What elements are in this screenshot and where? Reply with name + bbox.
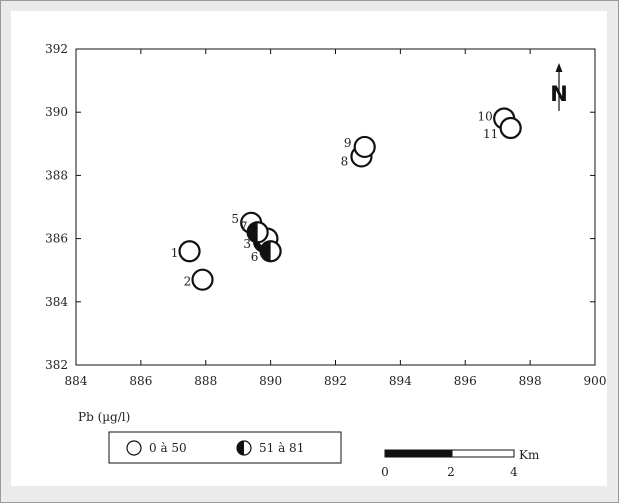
point-label: 3 xyxy=(243,237,251,251)
north-arrow-icon: N xyxy=(550,63,568,111)
point-half-fill xyxy=(247,222,258,243)
point-label: 9 xyxy=(344,136,352,150)
legend-entry-1: 51 à 81 xyxy=(259,441,304,455)
x-tick-label: 892 xyxy=(324,374,347,388)
x-tick-label: 886 xyxy=(129,374,152,388)
point-label: 6 xyxy=(251,250,259,264)
point-marker xyxy=(178,240,201,263)
point-marker xyxy=(353,135,376,159)
y-tick-label: 388 xyxy=(45,168,68,182)
point-marker xyxy=(191,268,214,291)
y-tick-label: 392 xyxy=(45,42,68,56)
scale-tick-0: 0 xyxy=(381,465,389,479)
point-label: 5 xyxy=(231,212,239,226)
plot-axes xyxy=(75,48,596,366)
x-tick-label: 888 xyxy=(194,374,217,388)
y-tick-label: 384 xyxy=(45,295,68,309)
point-label: 10 xyxy=(478,110,493,124)
y-tick-label: 390 xyxy=(45,105,68,119)
north-label: N xyxy=(550,82,568,106)
scatter-chart: 884 886 888 890 892 894 896 898 900 382384386388… xyxy=(45,42,607,479)
scale-bar: 0 2 4 Km xyxy=(381,448,540,479)
legend-half-fill xyxy=(237,441,244,455)
scale-tick-4: 4 xyxy=(510,465,518,479)
scale-unit: Km xyxy=(519,448,540,462)
point-label: 2 xyxy=(184,275,192,289)
scale-tick-2: 2 xyxy=(447,465,455,479)
legend-box xyxy=(108,431,342,464)
point-label: 11 xyxy=(483,127,498,141)
x-tick-label: 896 xyxy=(454,374,477,388)
x-axis-label: Pb (µg/l) xyxy=(78,410,130,424)
point-label: 1 xyxy=(171,246,179,260)
data-points: 1234567891011 xyxy=(171,107,522,291)
x-axis-ticks: 884 886 888 890 892 894 896 898 900 xyxy=(65,49,607,388)
scale-bar-open xyxy=(451,449,515,458)
x-tick-label: 890 xyxy=(259,374,282,388)
point-label: 8 xyxy=(341,154,349,168)
y-tick-label: 382 xyxy=(45,358,68,372)
point-label: 7 xyxy=(240,219,248,233)
x-tick-label: 900 xyxy=(584,374,607,388)
x-tick-label: 884 xyxy=(65,374,88,388)
point-half-fill xyxy=(260,241,271,262)
point-marker xyxy=(499,116,522,140)
plot-area-border xyxy=(75,48,596,366)
x-tick-label: 898 xyxy=(519,374,542,388)
scale-bar-filled xyxy=(384,449,453,458)
x-tick-label: 894 xyxy=(389,374,412,388)
figure-panel: 884 886 888 890 892 894 896 898 900 382 384 386 388… xyxy=(11,11,607,486)
y-tick-label: 386 xyxy=(45,232,68,246)
legend-open-circle-icon xyxy=(126,440,142,456)
legend: 0 à 50 51 à 81 xyxy=(108,431,342,464)
legend-entry-0: 0 à 50 xyxy=(149,441,187,455)
